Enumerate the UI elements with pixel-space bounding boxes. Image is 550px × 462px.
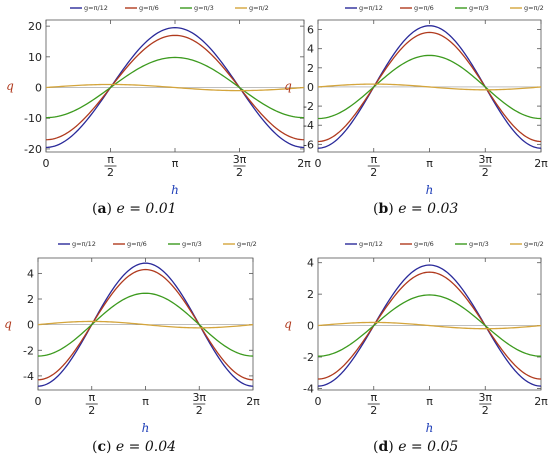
panel-d: -4 -2 0 2 4 0 π 2 π 3π 2 2π h q g=π/12 g=π/6 g=π/3 g=π/2 (…	[284, 240, 548, 455]
y-tick-label: 10	[28, 51, 42, 64]
legend-entry: g=π/12	[84, 4, 108, 12]
plot-frame	[317, 257, 542, 391]
series-line-4	[37, 320, 254, 329]
x-axis-label: h	[142, 421, 150, 435]
plot-frame	[317, 19, 542, 153]
panel-caption: (c) e = 0.04	[92, 439, 176, 455]
panel-caption: (b) e = 0.03	[373, 201, 458, 217]
y-tick-label: -20	[24, 143, 42, 156]
series-line-2	[45, 34, 305, 141]
legend-entry: g=π/6	[139, 4, 159, 12]
y-tick-label: 4	[307, 257, 314, 270]
x-tick-label: 0	[43, 157, 50, 170]
legend: g=π/12 g=π/6 g=π/3 g=π/2	[70, 4, 269, 12]
y-tick-label: 6	[307, 24, 314, 37]
series-line-4	[45, 83, 305, 92]
y-axis-label: q	[284, 317, 292, 331]
legend-entry: g=π/2	[524, 4, 544, 12]
y-tick-label: -2	[23, 344, 34, 357]
x-axis-label: h	[171, 183, 179, 197]
y-tick-label: 0	[35, 82, 42, 95]
series-line-1	[37, 262, 254, 387]
series-line-3	[317, 294, 542, 357]
legend-entry: g=π/12	[359, 240, 383, 248]
x-tick-label: 2π	[297, 157, 311, 170]
legend: g=π/12 g=π/6 g=π/3 g=π/2	[345, 240, 544, 248]
x-tick-label: π	[426, 395, 433, 408]
legend: g=π/12 g=π/6 g=π/3 g=π/2	[58, 240, 257, 248]
x-tick-label: π	[172, 157, 179, 170]
y-tick-label: -4	[303, 382, 314, 395]
y-tick-label: -2	[303, 351, 314, 364]
x-tick-label: 3π 2	[478, 391, 492, 417]
y-tick-label: 0	[307, 81, 314, 94]
x-tick-label: 3π 2	[233, 153, 247, 179]
y-tick-label: 4	[27, 267, 34, 280]
x-tick-label: π	[142, 395, 149, 408]
y-axis-label: q	[6, 79, 14, 93]
series-line-2	[317, 271, 542, 380]
y-tick-label: -2	[303, 100, 314, 113]
y-tick-label: 4	[307, 43, 314, 56]
legend-entry: g=π/3	[469, 4, 489, 12]
x-tick-label: 0	[35, 395, 42, 408]
x-tick-label: 2π	[534, 395, 548, 408]
series-line-3	[37, 292, 254, 357]
legend-entry: g=π/2	[237, 240, 257, 248]
legend-entry: g=π/6	[127, 240, 147, 248]
x-tick-label: 3π 2	[478, 153, 492, 179]
plot-frame	[45, 19, 305, 153]
legend-entry: g=π/3	[469, 240, 489, 248]
series-line-1	[317, 264, 542, 387]
series-line-1	[317, 25, 542, 149]
panel-caption: (a) e = 0.01	[92, 201, 177, 217]
series-line-3	[317, 54, 542, 120]
series-line-3	[45, 56, 305, 119]
y-tick-label: 2	[307, 62, 314, 75]
legend-entry: g=π/2	[524, 240, 544, 248]
y-tick-label: 20	[28, 20, 42, 33]
y-axis-label: q	[284, 79, 292, 93]
y-tick-label: -10	[24, 112, 42, 125]
series-line-4	[317, 321, 542, 330]
legend: g=π/12 g=π/6 g=π/3 g=π/2	[345, 4, 544, 12]
x-tick-label: π	[426, 157, 433, 170]
y-tick-label: 0	[27, 319, 34, 332]
panel-caption: (d) e = 0.05	[373, 439, 458, 455]
x-axis-label: h	[426, 421, 434, 435]
x-axis-label: h	[426, 183, 434, 197]
y-tick-label: -4	[23, 370, 34, 383]
panel-c: -4 -2 0 2 4 0 π 2 π 3π 2 2π h q g=π/12 g=π/6 g=π/3 g=π/2 (…	[4, 240, 260, 455]
series-line-1	[45, 27, 305, 149]
y-axis-label: q	[4, 317, 12, 331]
x-tick-label: 2π	[534, 157, 548, 170]
y-tick-label: 2	[307, 288, 314, 301]
x-tick-label: 2π	[246, 395, 260, 408]
series-line-2	[317, 31, 542, 143]
y-tick-label: -4	[303, 119, 314, 132]
legend-entry: g=π/6	[414, 4, 434, 12]
legend-entry: g=π/3	[182, 240, 202, 248]
series-line-4	[317, 83, 542, 91]
legend-entry: g=π/3	[194, 4, 214, 12]
legend-entry: g=π/6	[414, 240, 434, 248]
y-tick-label: 0	[307, 320, 314, 333]
legend-entry: g=π/2	[249, 4, 269, 12]
legend-entry: g=π/12	[359, 4, 383, 12]
series-line-2	[37, 268, 254, 381]
x-tick-label: 0	[315, 157, 322, 170]
y-tick-label: 2	[27, 293, 34, 306]
x-tick-label: 3π 2	[192, 391, 206, 417]
x-tick-label: 0	[315, 395, 322, 408]
y-tick-label: -6	[303, 138, 314, 151]
legend-entry: g=π/12	[72, 240, 96, 248]
